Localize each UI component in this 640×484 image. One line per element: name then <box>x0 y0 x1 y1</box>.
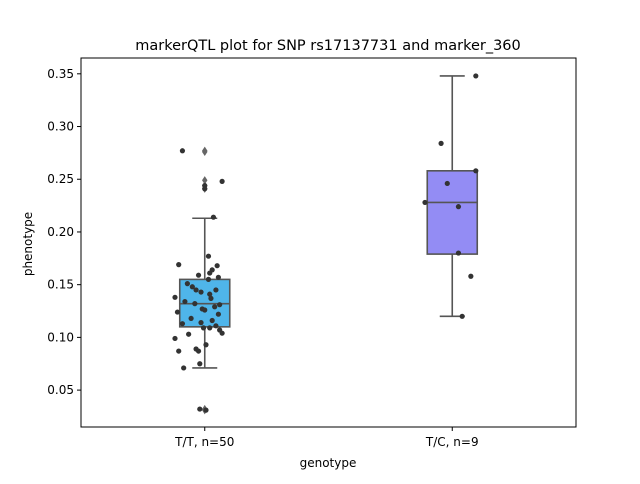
data-point <box>203 342 209 348</box>
plot-area <box>80 57 577 428</box>
data-point <box>182 298 188 305</box>
data-point <box>473 168 479 174</box>
box-iqr <box>426 170 479 255</box>
data-point <box>195 272 202 278</box>
data-point <box>200 325 207 331</box>
box-group-1 <box>422 73 479 319</box>
data-point <box>422 199 428 206</box>
y-tick-label: 0.05 <box>47 383 74 397</box>
data-point <box>174 309 181 315</box>
data-point <box>188 315 194 322</box>
data-point <box>215 274 221 280</box>
data-point <box>205 253 212 259</box>
data-point <box>207 325 213 331</box>
data-point <box>207 270 213 276</box>
data-point <box>212 304 218 310</box>
outlier-marker <box>202 146 208 155</box>
x-axis: T/T, n=50 T/C, n=9 <box>174 427 479 449</box>
data-point <box>195 348 202 354</box>
data-point <box>455 204 462 210</box>
y-tick-label: 0.20 <box>47 225 74 239</box>
data-point <box>172 294 178 300</box>
data-point <box>172 335 178 342</box>
y-tick-label: 0.35 <box>47 67 74 81</box>
data-point <box>214 263 220 269</box>
data-point <box>207 291 213 297</box>
data-point <box>455 250 462 256</box>
outlier-marker <box>202 176 208 185</box>
y-axis-label: phenotype <box>21 212 35 276</box>
data-point <box>176 262 182 268</box>
data-point <box>202 186 208 192</box>
data-point <box>205 276 212 282</box>
x-tick-label: T/C, n=9 <box>425 435 479 449</box>
data-point <box>210 214 217 220</box>
x-tick-label: T/T, n=50 <box>174 435 234 449</box>
data-point <box>468 273 474 279</box>
data-point <box>459 313 465 319</box>
data-point <box>189 284 195 290</box>
y-axis: 0.05 0.10 0.15 0.20 0.25 0.30 0.35 <box>47 67 81 397</box>
y-tick-label: 0.25 <box>47 172 74 186</box>
x-axis-label: genotype <box>300 456 357 470</box>
data-point <box>197 406 203 412</box>
data-point <box>198 320 204 326</box>
data-point <box>176 348 182 354</box>
data-point <box>444 180 450 187</box>
data-point <box>217 302 223 308</box>
data-point <box>213 323 219 329</box>
y-tick-label: 0.30 <box>47 120 74 134</box>
data-point <box>186 331 192 337</box>
y-tick-label: 0.10 <box>47 330 74 344</box>
box-group-0 <box>172 146 231 415</box>
data-point <box>198 289 204 295</box>
data-point <box>215 311 221 317</box>
data-point <box>438 140 444 146</box>
data-point <box>219 178 225 184</box>
data-point <box>203 407 209 413</box>
data-point <box>213 287 219 293</box>
data-point <box>184 281 190 287</box>
y-tick-label: 0.15 <box>47 278 74 292</box>
data-point <box>473 73 479 79</box>
plot-frame <box>80 57 577 428</box>
data-point <box>219 330 225 336</box>
data-point <box>202 307 208 313</box>
data-point <box>192 301 198 307</box>
data-point <box>208 295 214 301</box>
data-point <box>197 361 203 367</box>
data-point <box>209 317 215 324</box>
data-point <box>179 148 186 154</box>
data-point <box>179 321 186 327</box>
chart-title: markerQTL plot for SNP rs17137731 and ma… <box>135 38 521 54</box>
data-point <box>193 287 199 293</box>
data-point <box>181 365 187 371</box>
